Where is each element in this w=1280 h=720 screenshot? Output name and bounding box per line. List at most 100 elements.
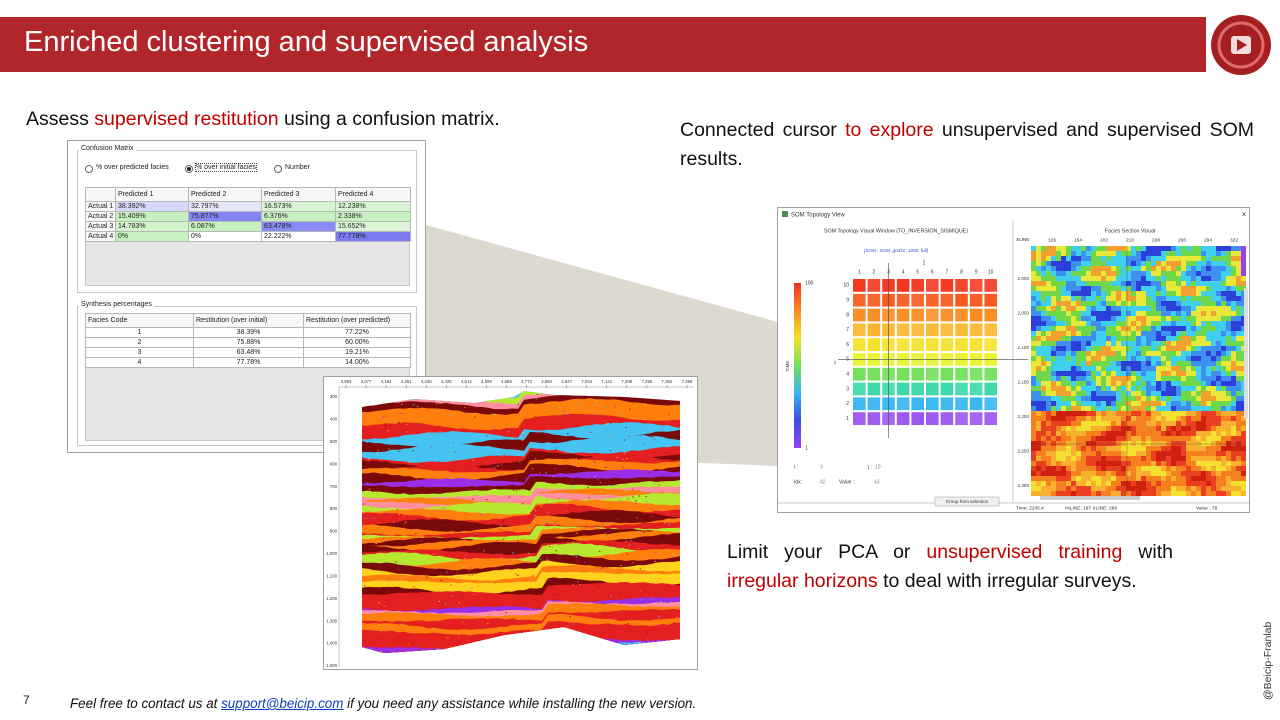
facies-cell (1106, 391, 1111, 396)
facies-cell (1236, 336, 1241, 341)
facies-cell (1216, 366, 1221, 371)
facies-cell (1141, 246, 1146, 251)
speckle (597, 591, 600, 593)
facies-cell (1096, 471, 1101, 476)
facies-cell (1171, 361, 1176, 366)
x-tick: 294 (1204, 237, 1212, 243)
facies-cell (1106, 491, 1111, 496)
radio-label[interactable]: Number (285, 164, 310, 171)
facies-cell (1231, 341, 1236, 346)
facies-cell (1056, 311, 1061, 316)
facies-cell (1201, 356, 1206, 361)
speckle (580, 500, 583, 502)
matrix-cell: 38.392% (115, 201, 189, 212)
facies-cell (1071, 376, 1076, 381)
speckle (461, 596, 464, 598)
facies-cell (1136, 296, 1141, 301)
facies-cell (1201, 351, 1206, 356)
facies-cell (1066, 326, 1071, 331)
speckle (523, 640, 526, 642)
speckle (406, 431, 409, 433)
facies-cell (1091, 426, 1096, 431)
facies-cell (1091, 461, 1096, 466)
speckle (626, 553, 629, 555)
facies-cell (1111, 456, 1116, 461)
text: Assess (26, 108, 95, 130)
facies-cell (1066, 291, 1071, 296)
facies-cell (1081, 341, 1086, 346)
facies-cell (1086, 346, 1091, 351)
facies-cell (1226, 256, 1231, 261)
facies-cell (1216, 301, 1221, 306)
speckle (571, 487, 574, 489)
facies-cell (1206, 296, 1211, 301)
facies-cell (1206, 416, 1211, 421)
facies-cell (1206, 316, 1211, 321)
facies-cell (1051, 246, 1056, 251)
colorbar (794, 283, 801, 448)
facies-cell (1181, 301, 1186, 306)
speckle (638, 531, 640, 533)
radio[interactable] (274, 165, 282, 173)
button[interactable] (934, 496, 1000, 507)
matrix-row: Actual 1 38.392% 32.797% 16.573% 12.238% (85, 201, 411, 212)
speckle (415, 479, 418, 481)
facies-cell (1191, 456, 1196, 461)
button-label[interactable]: Group from selection (946, 499, 989, 504)
speckle (606, 406, 608, 408)
facies-cell (1076, 381, 1081, 386)
speckle (606, 619, 609, 621)
facies-cell (1226, 306, 1231, 311)
facies-cell (1181, 461, 1186, 466)
facies-cell (1131, 461, 1136, 466)
facies-cell (1176, 281, 1181, 286)
facies-cell (1086, 451, 1091, 456)
som-cell (853, 338, 866, 351)
facies-cell (1231, 291, 1236, 296)
facies-cell (1231, 461, 1236, 466)
facies-cell (1051, 326, 1056, 331)
facies-cell (1151, 426, 1156, 431)
facies-cell (1061, 461, 1066, 466)
facies-cell (1111, 381, 1116, 386)
facies-cell (1036, 441, 1041, 446)
facies-cell (1191, 291, 1196, 296)
facies-cell (1096, 451, 1101, 456)
facies-cell (1166, 386, 1171, 391)
facies-cell (1141, 371, 1146, 376)
radio[interactable] (85, 165, 93, 173)
facies-cell (1091, 296, 1096, 301)
speckle (362, 503, 365, 505)
facies-cell (1031, 371, 1036, 376)
email-link[interactable]: support@beicip.com (221, 696, 344, 711)
facies-cell (1206, 421, 1211, 426)
facies-cell (1146, 271, 1151, 276)
radio[interactable] (185, 165, 193, 173)
facies-cell (1241, 301, 1246, 306)
facies-cell (1211, 376, 1216, 381)
facies-cell (1211, 276, 1216, 281)
facies-cell (1116, 466, 1121, 471)
facies-cell (1241, 276, 1246, 281)
facies-cell (1056, 446, 1061, 451)
som-cell (955, 279, 968, 292)
speckle (544, 544, 547, 546)
facies-cell (1171, 261, 1176, 266)
facies-cell (1211, 391, 1216, 396)
facies-cell (1221, 316, 1226, 321)
facies-cell (1166, 376, 1171, 381)
facies-cell (1146, 351, 1151, 356)
speckle (594, 476, 596, 478)
radio-label[interactable]: % over initial facies (195, 163, 257, 172)
facies-cell (1111, 291, 1116, 296)
facies-cell (1191, 406, 1196, 411)
facies-cell (1071, 306, 1076, 311)
facies-cell (1056, 356, 1061, 361)
facies-cell (1176, 276, 1181, 281)
facies-cell (1071, 431, 1076, 436)
facies-cell (1231, 451, 1236, 456)
speckle (583, 394, 585, 396)
facies-cell (1116, 376, 1121, 381)
facies-cell (1221, 326, 1226, 331)
radio-label[interactable]: % over predicted facies (96, 164, 169, 171)
